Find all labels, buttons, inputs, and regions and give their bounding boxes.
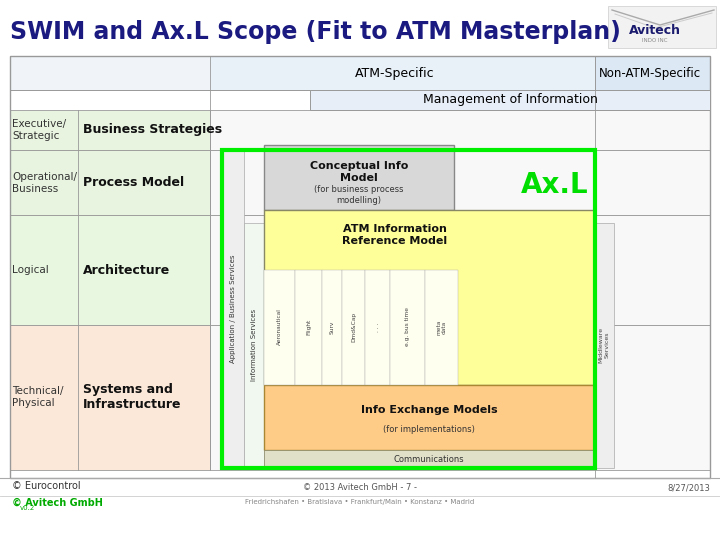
Text: meta
data: meta data	[436, 319, 447, 335]
Text: Executive/
Strategic: Executive/ Strategic	[12, 119, 66, 141]
Text: . . .: . . .	[375, 322, 380, 332]
Text: Architecture: Architecture	[83, 264, 170, 276]
Text: 8/27/2013: 8/27/2013	[667, 483, 710, 492]
Text: Systems and
Infrastructure: Systems and Infrastructure	[83, 383, 181, 411]
Bar	[244, 223, 264, 468]
Text: SWIM and Ax.L Scope (Fit to ATM Masterplan): SWIM and Ax.L Scope (Fit to ATM Masterpl…	[10, 20, 621, 44]
Bar	[10, 325, 210, 470]
Text: Information Services: Information Services	[251, 309, 257, 381]
Text: Dmd&Cap: Dmd&Cap	[351, 312, 356, 342]
Text: Operational/
Business: Operational/ Business	[12, 172, 77, 194]
Bar	[595, 56, 710, 90]
Text: © 2013 Avitech GmbH - 7 -: © 2013 Avitech GmbH - 7 -	[303, 483, 417, 492]
Bar	[310, 90, 710, 110]
Text: Non-ATM-Specific: Non-ATM-Specific	[599, 66, 701, 79]
Bar	[295, 270, 322, 385]
Bar	[365, 270, 390, 385]
Bar	[10, 110, 210, 150]
Text: Management of Information: Management of Information	[423, 93, 598, 106]
Text: e.g. bus time: e.g. bus time	[405, 307, 410, 347]
Text: (for implementations): (for implementations)	[383, 426, 475, 435]
Bar	[425, 270, 458, 385]
Bar	[322, 270, 342, 385]
Bar	[210, 110, 710, 150]
Bar	[264, 270, 295, 385]
Text: Logical: Logical	[12, 265, 49, 275]
Text: ATM Information
Reference Model: ATM Information Reference Model	[343, 224, 448, 246]
Bar	[210, 215, 710, 325]
Bar	[264, 145, 454, 210]
Bar	[264, 450, 594, 468]
Text: Surv: Surv	[330, 320, 335, 334]
Text: © Avitech GmbH: © Avitech GmbH	[12, 498, 103, 508]
Bar	[594, 223, 614, 468]
Text: Friedrichshafen • Bratislava • Frankfurt/Main • Konstanz • Madrid: Friedrichshafen • Bratislava • Frankfurt…	[246, 499, 474, 505]
Bar	[210, 150, 710, 215]
Bar	[608, 6, 716, 48]
Bar	[10, 215, 210, 325]
Text: Middleware
Services: Middleware Services	[598, 327, 609, 363]
Bar	[222, 150, 595, 468]
Bar	[210, 56, 595, 90]
Text: Process Model: Process Model	[83, 177, 184, 190]
Text: Application / Business Services: Application / Business Services	[230, 255, 236, 363]
Bar	[10, 150, 210, 215]
Bar	[342, 270, 365, 385]
Bar	[264, 210, 594, 385]
Text: Flight: Flight	[306, 319, 311, 335]
Bar	[222, 150, 244, 468]
Text: Technical/
Physical: Technical/ Physical	[12, 386, 63, 408]
Bar	[210, 325, 710, 470]
Text: Info Exchange Models: Info Exchange Models	[361, 405, 498, 415]
Text: © Eurocontrol: © Eurocontrol	[12, 481, 81, 491]
Text: Conceptual Info
Model: Conceptual Info Model	[310, 161, 408, 183]
Bar	[10, 56, 710, 478]
Text: Aeronautical: Aeronautical	[277, 308, 282, 346]
Text: Ax.L: Ax.L	[521, 171, 589, 199]
Bar	[390, 270, 425, 385]
Text: (for business process
modelling): (for business process modelling)	[314, 185, 404, 205]
Text: v0.2: v0.2	[20, 505, 35, 511]
Bar	[10, 56, 710, 90]
Text: INDO INC: INDO INC	[642, 37, 667, 43]
Bar	[264, 385, 594, 450]
Text: ATM-Specific: ATM-Specific	[355, 66, 435, 79]
Text: Communications: Communications	[394, 455, 464, 463]
Text: Avitech: Avitech	[629, 24, 681, 37]
Text: Business Strategies: Business Strategies	[83, 124, 222, 137]
